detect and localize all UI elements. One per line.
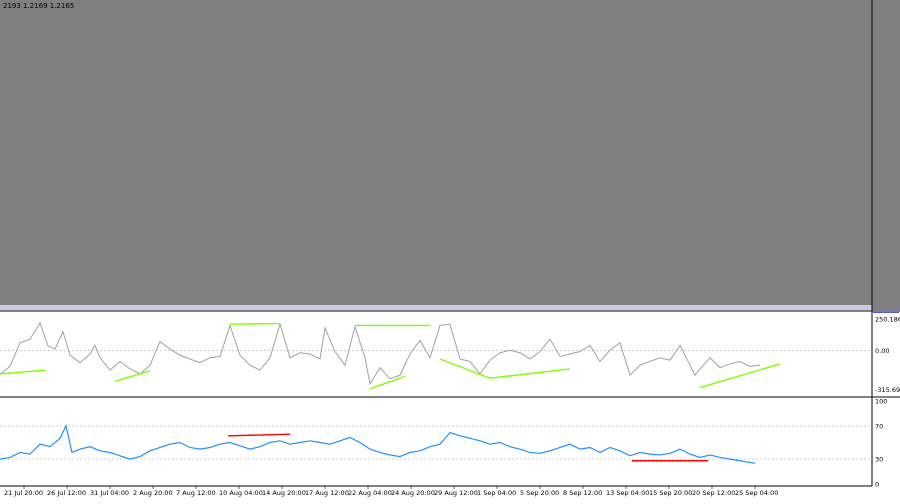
time-tick-label: 7 Aug 12:00 — [176, 489, 216, 497]
rsi-tick-label: 30 — [875, 456, 883, 464]
rsi-tick-label: 70 — [875, 422, 883, 430]
time-tick-label: 31 Jul 04:00 — [90, 489, 129, 497]
rsi-panel — [0, 424, 872, 464]
time-tick-label: 26 Jul 12:00 — [47, 489, 86, 497]
cci-panel — [0, 321, 872, 390]
time-tick-label: 1 Sep 04:00 — [477, 489, 516, 497]
cci-divergence-line — [489, 368, 571, 379]
bottom-band — [0, 305, 872, 310]
time-tick-label: 15 Sep 20:00 — [649, 489, 692, 497]
time-tick-label: 2 Aug 20:00 — [133, 489, 173, 497]
panel-separator — [0, 396, 900, 398]
time-tick-label: 24 Aug 20:00 — [391, 489, 435, 497]
time-tick-label: 21 Jul 20:00 — [4, 489, 43, 497]
cci-tick-label: 0.00 — [875, 347, 889, 355]
ohlc-header: 2193 1.2169 1.2165 — [3, 2, 74, 10]
cci-divergence-line — [114, 370, 151, 383]
time-tick-label: 14 Aug 20:00 — [262, 489, 306, 497]
cci-tick-label: -315.698 — [875, 386, 900, 394]
time-tick-label: 10 Aug 04:00 — [219, 489, 263, 497]
time-tick-label: 22 Aug 04:00 — [348, 489, 392, 497]
cci-divergence-line — [0, 369, 46, 375]
time-tick-label: 5 Sep 20:00 — [520, 489, 559, 497]
time-tick-label: 25 Sep 04:00 — [735, 489, 778, 497]
cci-divergence-line — [439, 358, 491, 379]
rsi-line — [0, 424, 756, 464]
cci-divergence-line — [699, 363, 781, 389]
cci-divergence-line — [369, 375, 406, 390]
time-tick-label: 8 Sep 12:00 — [563, 489, 602, 497]
panel-separator — [0, 0, 900, 310]
cci-divergence-line — [229, 322, 281, 325]
cci-line — [0, 321, 761, 386]
time-tick-label: 20 Sep 12:00 — [692, 489, 735, 497]
cci-tick-label: 250.1868 — [875, 316, 900, 324]
time-tick-label: 17 Aug 12:00 — [305, 489, 349, 497]
time-tick-label: 13 Sep 04:00 — [606, 489, 649, 497]
rsi-tick-label: 100 — [875, 398, 887, 406]
panel-separator — [0, 310, 900, 312]
rsi-divergence-line — [227, 433, 291, 437]
time-tick-label: 29 Aug 12:00 — [434, 489, 478, 497]
rsi-tick-label: 0 — [875, 481, 879, 489]
